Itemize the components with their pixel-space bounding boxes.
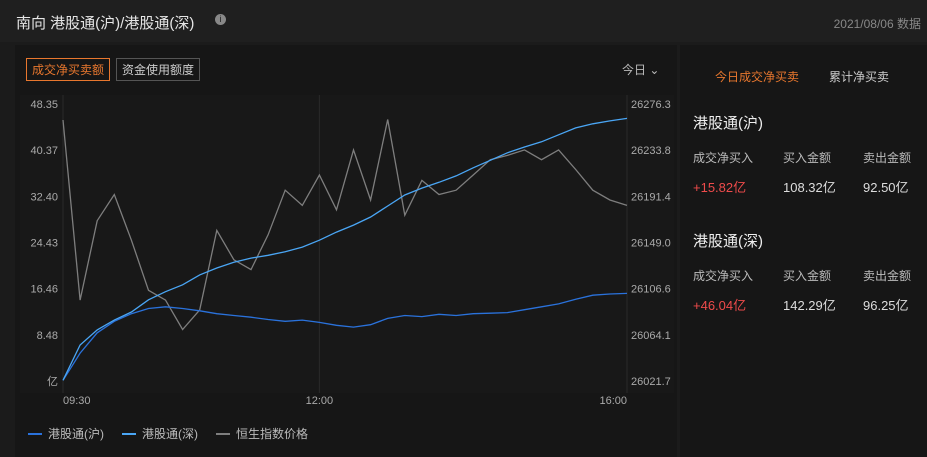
y-tick-label: 48.35: [30, 99, 58, 111]
column-label: 卖出金额: [863, 151, 912, 165]
y-tick-label: 16.46: [30, 284, 58, 296]
period-select[interactable]: 今日 ⌄: [622, 63, 660, 77]
y2-tick-label: 26233.8: [631, 145, 671, 157]
x-tick-label: 12:00: [306, 395, 334, 407]
section-title: 港股通(深): [693, 233, 763, 250]
y-tick-label: 40.37: [30, 145, 58, 157]
column-value: 92.50亿: [863, 180, 909, 195]
info-icon[interactable]: i: [215, 14, 226, 25]
series-line: [62, 117, 628, 381]
column-value: 108.32亿: [783, 180, 836, 195]
y2-tick-label: 26064.1: [631, 330, 671, 342]
series-line: [62, 292, 628, 381]
column-label: 买入金额: [783, 151, 832, 165]
y-tick-label: 24.43: [30, 237, 58, 249]
legend-label: 恒生指数价格: [236, 426, 308, 441]
tab-active[interactable]: 成交净买卖额: [26, 58, 111, 81]
panel-tab[interactable]: 累计净买卖: [829, 70, 890, 84]
x-tick-label: 09:30: [63, 395, 91, 407]
column-value: 142.29亿: [783, 298, 836, 313]
panel-tab-active[interactable]: 今日成交净买卖: [715, 70, 800, 84]
column-label: 成交净买入: [693, 269, 754, 283]
y2-tick-label: 26191.4: [631, 191, 671, 203]
legend-label: 港股通(深): [142, 427, 198, 441]
y2-tick-label: 26276.3: [631, 99, 671, 111]
y2-tick-label: 26021.7: [631, 376, 671, 388]
legend-label: 港股通(沪): [48, 427, 104, 441]
column-label: 卖出金额: [863, 269, 912, 283]
x-tick-label: 16:00: [599, 395, 627, 407]
column-value: +15.82亿: [693, 180, 747, 195]
header-bar: [0, 0, 927, 42]
y2-tick-label: 26149.0: [631, 237, 671, 249]
page-title: 南向 港股通(沪)/港股通(深): [16, 15, 195, 32]
data-date: 2021/08/06 数据: [833, 17, 921, 31]
y-tick-label: 亿: [47, 375, 58, 388]
y-tick-label: 32.40: [30, 191, 58, 203]
column-value: +46.04亿: [693, 298, 747, 313]
period-label: 今日: [622, 63, 647, 77]
tab[interactable]: 资金使用额度: [116, 58, 201, 81]
side-panel: [680, 45, 927, 457]
section-title: 港股通(沪): [693, 115, 763, 132]
column-label: 买入金额: [783, 269, 832, 283]
column-label: 成交净买入: [693, 151, 754, 165]
y-tick-label: 8.48: [37, 330, 58, 342]
y2-tick-label: 26106.6: [631, 284, 671, 296]
column-value: 96.25亿: [863, 298, 909, 313]
plot-area: [20, 95, 674, 393]
